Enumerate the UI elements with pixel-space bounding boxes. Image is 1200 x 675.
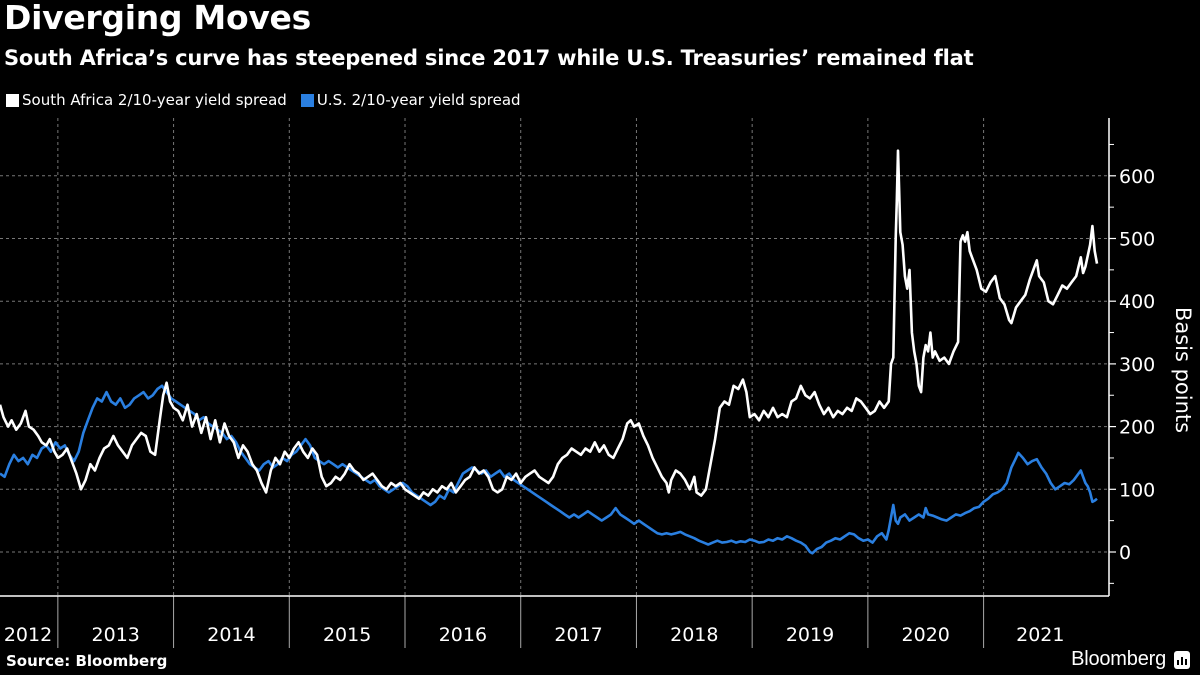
- x-tick-label: 2018: [670, 624, 718, 646]
- y-axis-label: Basis points: [1171, 307, 1195, 433]
- y-tick-label: 200: [1119, 417, 1155, 439]
- brand-logo: Bloomberg: [1071, 648, 1190, 671]
- source-note: Source: Bloomberg: [6, 652, 168, 670]
- y-tick-label: 0: [1119, 542, 1131, 564]
- x-tick-label: 2013: [92, 624, 140, 646]
- bloomberg-chart-icon: [1174, 650, 1190, 669]
- x-tick-label: 2020: [902, 624, 950, 646]
- axes: 0 100 200 300 400 500 600 2012 2013 2014 2015 2016 2…: [0, 118, 1155, 648]
- chart-subtitle: South Africa’s curve has steepened since…: [4, 46, 974, 70]
- y-tick-label: 500: [1119, 229, 1155, 251]
- x-tick-label: 2021: [1016, 624, 1064, 646]
- x-tick-label: 2016: [439, 624, 487, 646]
- legend: South Africa 2/10-year yield spread U.S.…: [6, 91, 521, 109]
- legend-swatch-us: [300, 93, 314, 107]
- y-tick-label: 400: [1119, 291, 1155, 313]
- legend-label-south-africa: South Africa 2/10-year yield spread: [22, 91, 287, 109]
- x-tick-label: 2015: [323, 624, 371, 646]
- y-tick-label: 300: [1119, 354, 1155, 376]
- legend-item-us: U.S. 2/10-year yield spread: [300, 91, 521, 109]
- chart-title: Diverging Moves: [4, 0, 311, 37]
- x-tick-label: 2012: [4, 624, 52, 646]
- legend-swatch-south-africa: [6, 93, 19, 107]
- series-line-us: [0, 384, 1098, 555]
- series-group: [0, 149, 1099, 555]
- x-tick-label: 2014: [207, 624, 255, 646]
- brand-name: Bloomberg: [1071, 648, 1166, 670]
- y-tick-label: 600: [1119, 166, 1155, 188]
- legend-label-us: U.S. 2/10-year yield spread: [316, 91, 521, 109]
- grid: [0, 118, 1109, 596]
- legend-item-south-africa: South Africa 2/10-year yield spread: [6, 91, 287, 109]
- series-line-south-africa: [0, 149, 1099, 500]
- x-tick-label: 2019: [786, 624, 834, 646]
- x-tick-label: 2017: [554, 624, 602, 646]
- y-tick-label: 100: [1119, 479, 1155, 501]
